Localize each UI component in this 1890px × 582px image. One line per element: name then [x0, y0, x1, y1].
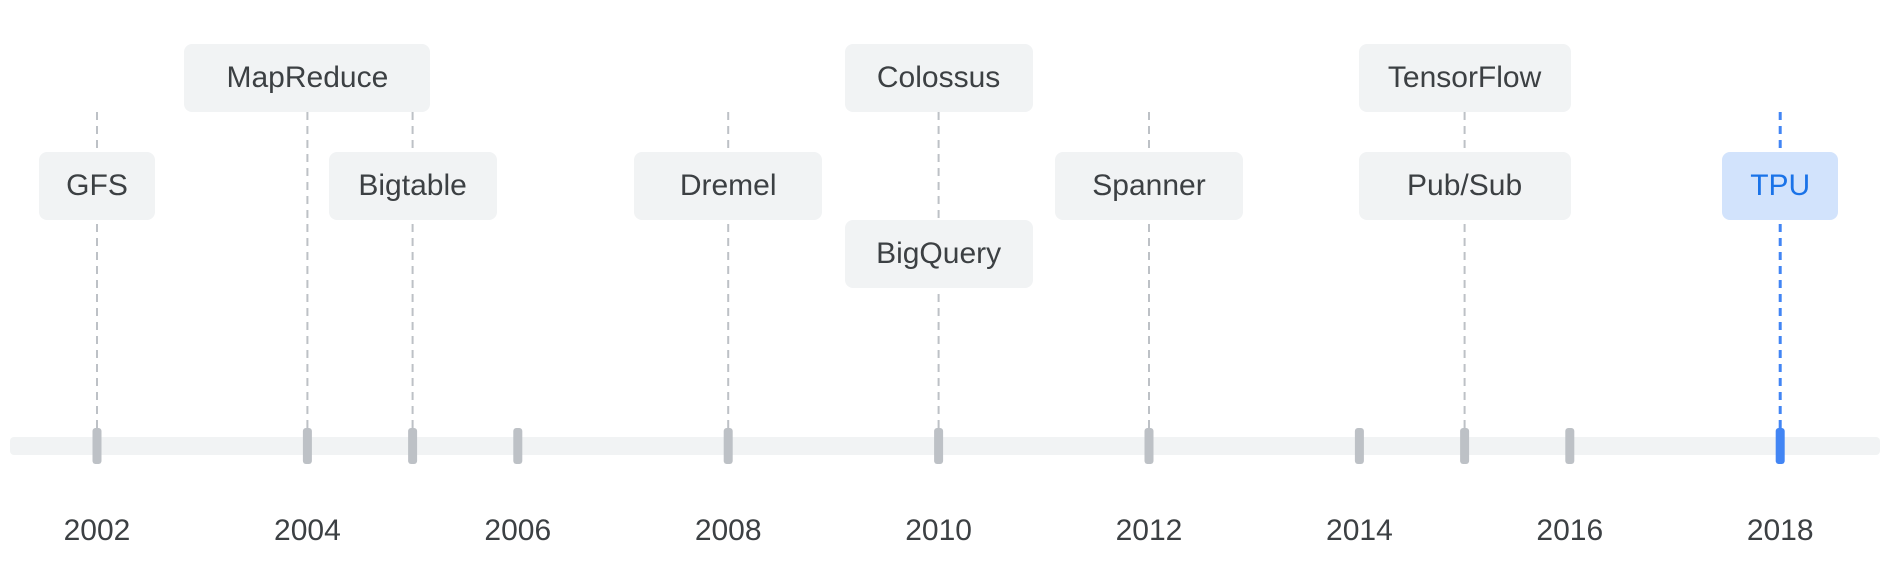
event-label-tpu: TPU [1722, 152, 1839, 220]
year-label-2014: 2014 [1326, 514, 1393, 547]
tick-2012 [1144, 428, 1154, 464]
tick-2018 [1775, 428, 1785, 464]
year-label-2008: 2008 [694, 514, 762, 547]
year-label-2002: 2002 [63, 514, 131, 547]
tick-2006 [513, 428, 523, 464]
event-label-pub-sub: Pub/Sub [1358, 152, 1571, 220]
timeline-track [10, 437, 1880, 455]
year-label-2006: 2006 [484, 514, 552, 547]
tick-2005 [408, 428, 418, 464]
year-label-2004: 2004 [274, 514, 341, 547]
tick-2004 [302, 428, 312, 464]
event-label-colossus: Colossus [844, 44, 1033, 112]
event-label-gfs: GFS [39, 152, 155, 220]
timeline-track-layer [10, 437, 1880, 455]
event-label-dremel: Dremel [634, 152, 823, 220]
tick-layer [92, 428, 1785, 464]
event-label-bigquery: BigQuery [844, 220, 1033, 288]
tick-2010 [934, 428, 944, 464]
tick-2002 [92, 428, 102, 464]
year-label-2010: 2010 [905, 514, 972, 547]
event-label-spanner: Spanner [1055, 152, 1243, 220]
year-label-2016: 2016 [1536, 514, 1604, 547]
event-label-tensorflow: TensorFlow [1358, 44, 1571, 112]
tick-2014 [1354, 428, 1364, 464]
year-label-2018: 2018 [1746, 514, 1814, 547]
tick-2015 [1460, 428, 1470, 464]
event-label-mapreduce: MapReduce [184, 44, 431, 112]
tick-2008 [723, 428, 733, 464]
tick-2016 [1565, 428, 1575, 464]
event-label-bigtable: Bigtable [328, 152, 497, 220]
year-label-2012: 2012 [1115, 514, 1183, 547]
